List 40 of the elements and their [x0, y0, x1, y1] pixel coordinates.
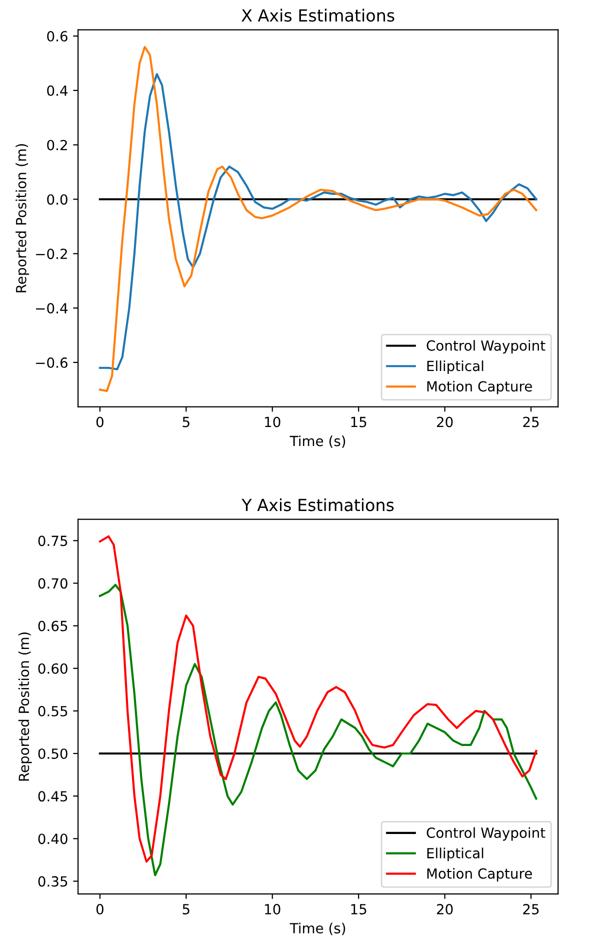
x-tick-label: 5 [182, 904, 190, 914]
y-tick-label: 0.60 [38, 663, 68, 674]
x-tick-label: 0 [96, 416, 104, 428]
x-axis-title: Time (s) [290, 922, 346, 936]
y-tick-label: 0.45 [38, 791, 68, 802]
chart-title: X Axis Estimations [242, 8, 394, 22]
y-tick-label: 0.6 [47, 31, 68, 42]
legend-label: Control Waypoint [426, 340, 546, 354]
x-axis-title: Time (s) [290, 436, 346, 448]
chart-title: Y Axis Estimations [242, 498, 394, 512]
x-tick-label: 0 [96, 904, 104, 914]
legend-label: Control Waypoint [426, 827, 546, 841]
y-axis-title: Reported Position (m) [18, 632, 32, 781]
x-tick-label: 25 [523, 904, 539, 914]
legend-label: Motion Capture [427, 380, 532, 394]
legend-label: Motion Capture [427, 868, 532, 882]
x-tick-label: 5 [182, 416, 190, 428]
y-tick-label: 0.55 [38, 706, 68, 716]
y-tick-label: −0.6 [36, 357, 68, 368]
y-tick-label: 0.2 [47, 140, 67, 150]
x-tick-label: 25 [523, 416, 539, 428]
x-tick-label: 20 [436, 904, 453, 914]
y-tick-label: 0.35 [38, 876, 68, 887]
y-tick-label: −0.2 [36, 248, 67, 260]
legend-label: Elliptical [427, 848, 484, 862]
legend-label: Elliptical [427, 360, 484, 374]
x-tick-label: 20 [436, 416, 453, 428]
y-tick-label: 0.40 [38, 834, 68, 844]
x-tick-label: 10 [265, 904, 280, 914]
x-tick-label: 15 [351, 416, 366, 428]
y-tick-label: 0.4 [47, 85, 68, 96]
y-tick-label: 0.75 [38, 536, 68, 546]
y-tick-label: 0.0 [47, 194, 68, 205]
x-tick-label: 15 [351, 904, 366, 914]
y-tick-label: 0.70 [38, 578, 68, 589]
x-tick-label: 10 [265, 416, 280, 428]
y-axis-title: Reported Position (m) [16, 144, 30, 292]
y-tick-label: 0.65 [38, 620, 68, 632]
y-tick-label: −0.4 [36, 303, 68, 314]
y-tick-label: 0.50 [38, 748, 68, 759]
